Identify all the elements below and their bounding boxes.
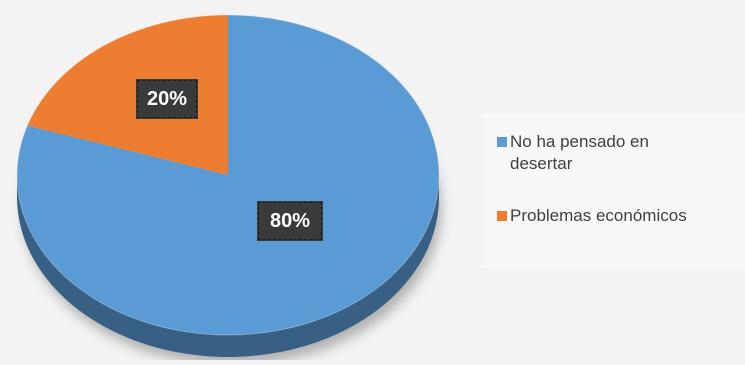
legend: No ha pensado en desertar Problemas econ… <box>483 113 745 268</box>
data-label-slice-0: 80% <box>257 201 323 241</box>
legend-swatch-blue <box>497 137 507 147</box>
legend-label: No ha pensado en desertar <box>510 131 649 175</box>
legend-label: Problemas económicos <box>510 205 687 227</box>
legend-swatch-orange <box>497 211 507 221</box>
legend-item-problemas-economicos: Problemas económicos <box>497 205 737 227</box>
legend-item-no-ha-pensado: No ha pensado en desertar <box>497 131 737 175</box>
data-label-slice-1: 20% <box>136 79 198 119</box>
